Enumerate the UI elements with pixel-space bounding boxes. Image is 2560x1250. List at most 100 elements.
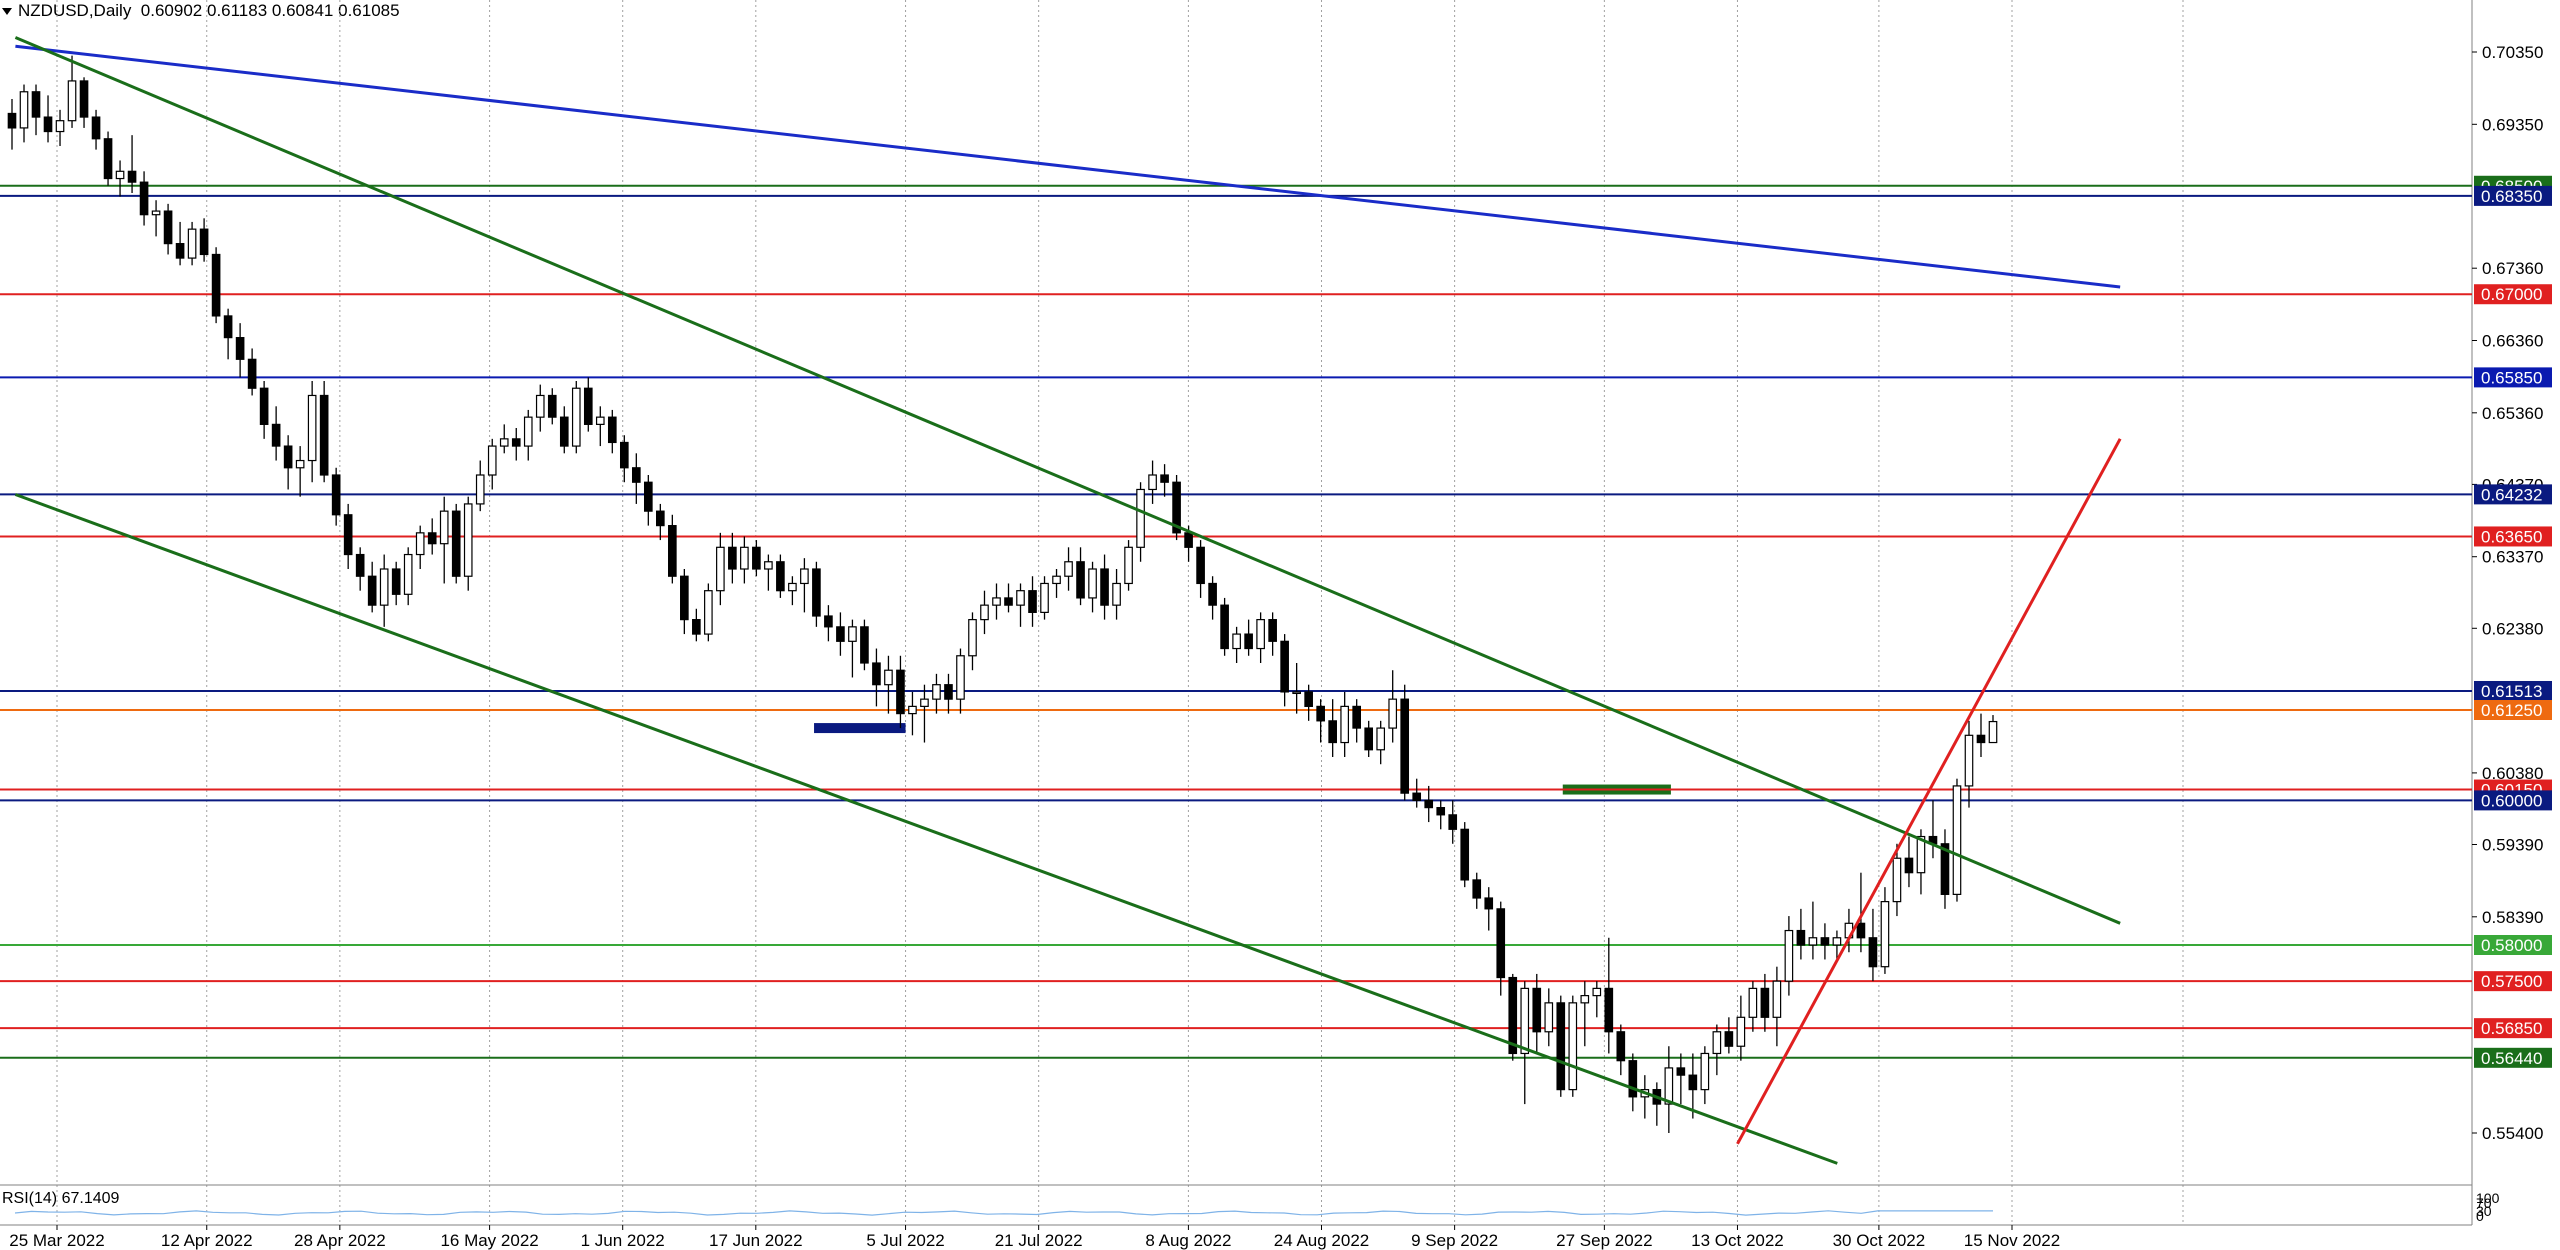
candle bbox=[391, 561, 401, 606]
price-tick-label: 0.60380 bbox=[2482, 764, 2543, 783]
candle-body bbox=[716, 546, 725, 592]
candle-body bbox=[1328, 720, 1337, 744]
candle bbox=[1556, 995, 1566, 1097]
candle-body bbox=[571, 387, 581, 447]
candle-body bbox=[1136, 488, 1145, 548]
candle bbox=[920, 684, 929, 743]
price-tick-label: 0.66360 bbox=[2482, 332, 2543, 351]
price-tick-label: 0.63370 bbox=[2482, 548, 2543, 567]
candle-body bbox=[1244, 633, 1253, 650]
candle-body bbox=[1520, 987, 1530, 1055]
symbol-header[interactable]: NZDUSD,Daily 0.60902 0.61183 0.60841 0.6… bbox=[2, 1, 400, 21]
candle bbox=[115, 160, 125, 197]
candle-body bbox=[439, 510, 449, 545]
candle-body bbox=[1880, 901, 1890, 968]
candle-body bbox=[980, 604, 989, 621]
candle-body bbox=[1712, 1031, 1722, 1055]
candle bbox=[1676, 1053, 1686, 1105]
candle-body bbox=[115, 170, 125, 180]
candle-body bbox=[1796, 929, 1806, 946]
candle bbox=[1976, 713, 1986, 757]
level-label: 0.57500 bbox=[2474, 971, 2552, 992]
candle-body bbox=[463, 503, 473, 577]
candle-body bbox=[1124, 546, 1133, 585]
candle bbox=[1700, 1046, 1710, 1105]
level-label-bg bbox=[2474, 700, 2552, 720]
candle bbox=[139, 171, 149, 226]
candle-body bbox=[187, 228, 197, 259]
candle-body bbox=[920, 698, 929, 707]
candle-body bbox=[1304, 691, 1313, 707]
price-tick-label: 0.59390 bbox=[2482, 835, 2543, 854]
candle bbox=[235, 323, 245, 378]
candle-body bbox=[331, 474, 341, 516]
candle bbox=[487, 438, 497, 490]
candle bbox=[728, 532, 737, 584]
candle bbox=[1532, 973, 1542, 1054]
candle-body bbox=[1472, 879, 1482, 899]
candle bbox=[848, 619, 857, 678]
candle bbox=[1460, 822, 1470, 888]
candle bbox=[1388, 670, 1398, 743]
candle bbox=[764, 554, 773, 591]
price-tick-label: 0.67360 bbox=[2482, 259, 2543, 278]
candle-body bbox=[235, 337, 245, 360]
candle-body bbox=[1352, 705, 1362, 729]
candle bbox=[956, 648, 965, 714]
candle bbox=[1292, 663, 1301, 714]
candle-body bbox=[1028, 590, 1037, 613]
time-tick-label: 12 Apr 2022 bbox=[161, 1231, 253, 1250]
level-label-bg bbox=[2474, 484, 2552, 505]
level-labels: 0.685000.683500.670000.658500.642320.636… bbox=[2474, 175, 2552, 1068]
candle bbox=[499, 424, 509, 454]
level-label-bg bbox=[2474, 971, 2552, 992]
candle bbox=[1820, 923, 1830, 960]
candle bbox=[1496, 901, 1506, 996]
candle-body bbox=[1184, 532, 1193, 548]
candle-body bbox=[91, 116, 101, 140]
candle-body bbox=[1868, 937, 1878, 968]
candle bbox=[1628, 1053, 1638, 1112]
rsi-scale-label: 100 bbox=[2476, 1190, 2500, 1206]
candle bbox=[1616, 1024, 1626, 1076]
candle bbox=[800, 558, 809, 613]
candle bbox=[1316, 699, 1325, 743]
candle bbox=[1928, 800, 1938, 859]
candle-body bbox=[1268, 619, 1277, 642]
candle bbox=[788, 576, 797, 606]
candle bbox=[19, 84, 29, 143]
level-label-bg bbox=[2474, 526, 2552, 547]
candle bbox=[211, 247, 221, 324]
candle bbox=[836, 612, 845, 656]
candle bbox=[704, 583, 713, 642]
candle-body bbox=[379, 568, 389, 606]
candle-body bbox=[872, 662, 881, 686]
dropdown-triangle-icon[interactable] bbox=[2, 8, 12, 16]
green-channel-lower bbox=[14, 493, 1838, 1165]
candle-body bbox=[1376, 727, 1386, 751]
candle bbox=[1988, 715, 1998, 744]
candle-body bbox=[1160, 474, 1169, 483]
trendlines bbox=[14, 36, 2122, 1165]
candle-body bbox=[764, 561, 773, 570]
candle-body bbox=[1232, 633, 1241, 650]
candle-body bbox=[271, 423, 281, 447]
candle bbox=[43, 95, 53, 143]
candle-body bbox=[1916, 835, 1926, 874]
candle-body bbox=[1280, 640, 1289, 693]
candle-body bbox=[848, 626, 857, 642]
candle bbox=[1328, 699, 1337, 757]
candle-body bbox=[692, 619, 701, 635]
high-value: 0.61183 bbox=[206, 1, 268, 20]
level-label-text: 0.61513 bbox=[2481, 682, 2542, 701]
candle-body bbox=[1580, 995, 1590, 1004]
candle-body bbox=[1748, 987, 1758, 1018]
open-value: 0.60902 bbox=[140, 1, 203, 20]
candle-body bbox=[319, 394, 329, 476]
candle-body bbox=[1988, 720, 1998, 744]
candle-body bbox=[656, 510, 665, 527]
candle-body bbox=[860, 626, 869, 664]
level-label: 0.68350 bbox=[2474, 185, 2552, 206]
candle bbox=[535, 384, 545, 432]
